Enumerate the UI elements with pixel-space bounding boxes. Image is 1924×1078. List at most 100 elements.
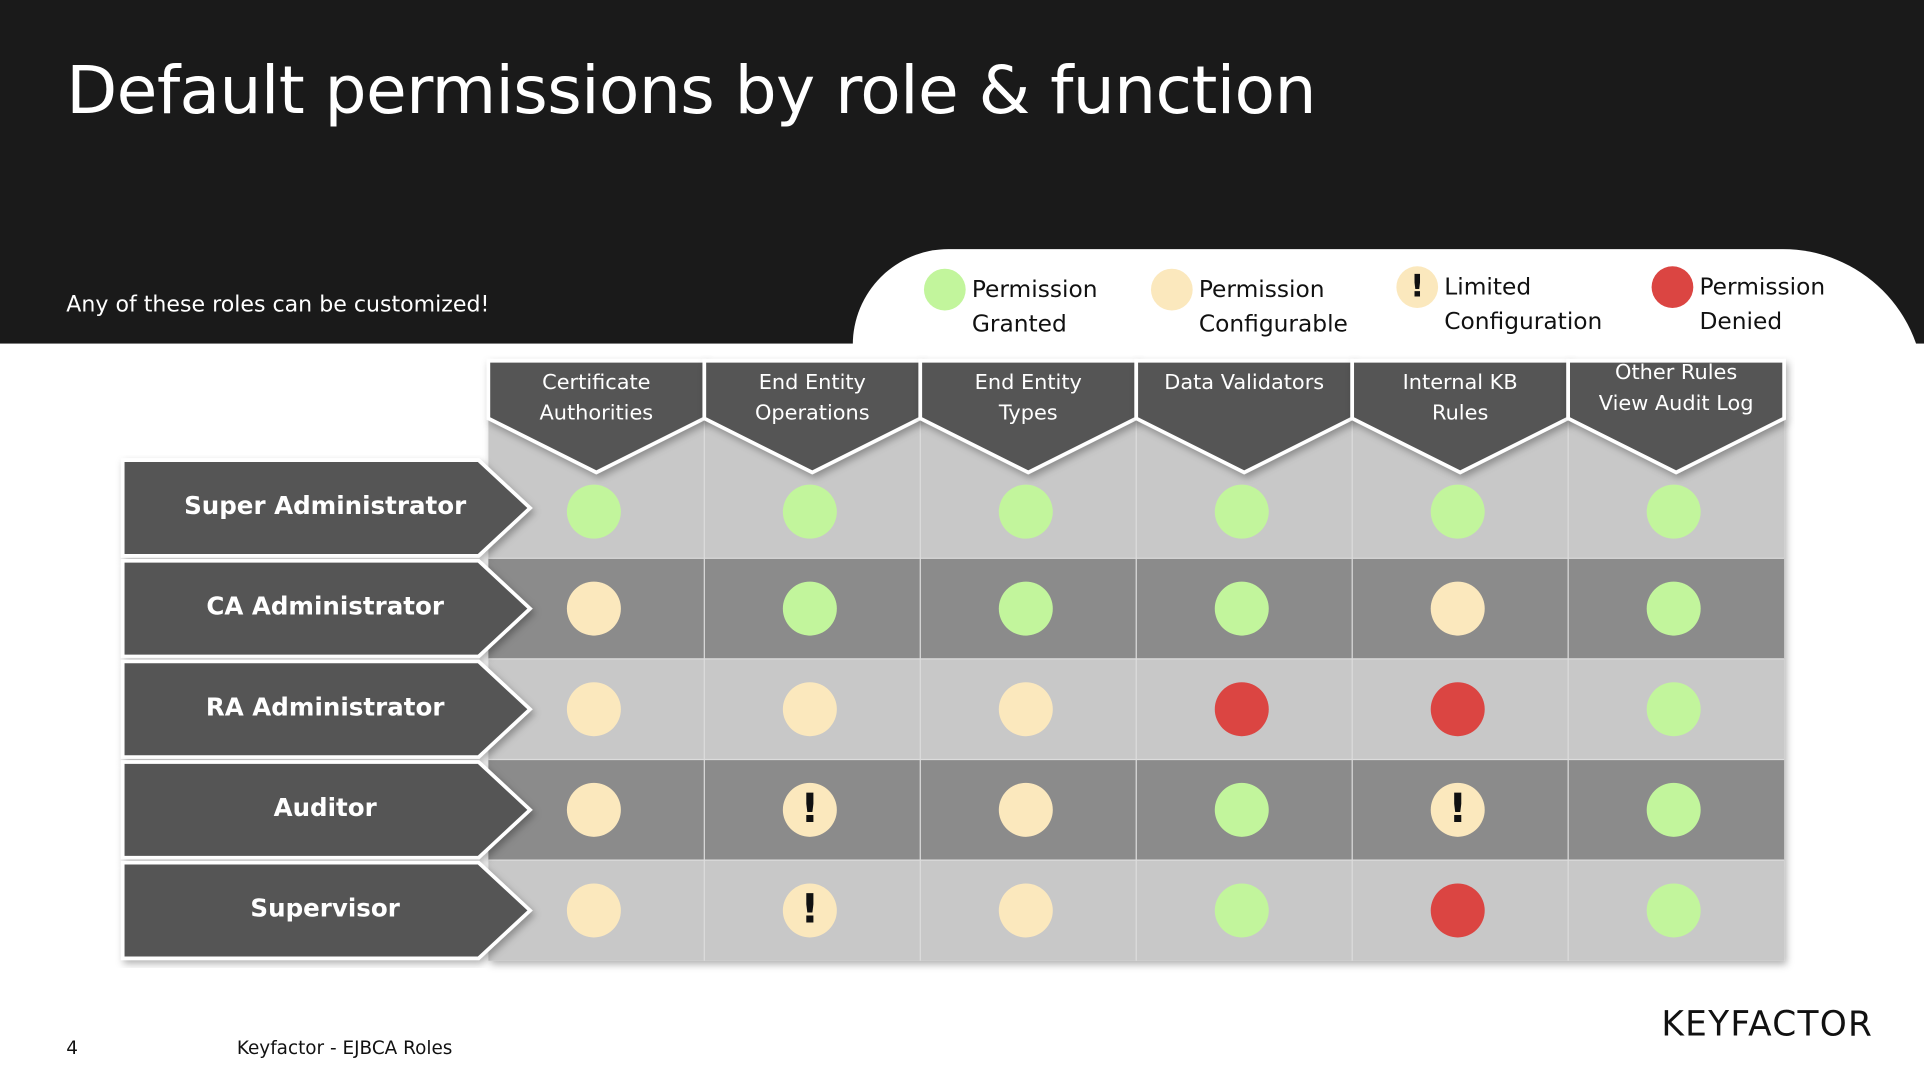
status-dot xyxy=(1150,268,1193,311)
status-icon xyxy=(1214,581,1269,636)
status-dot xyxy=(1646,581,1701,636)
status-dot xyxy=(923,268,966,311)
status-icon xyxy=(782,484,837,539)
status-dot xyxy=(782,581,837,636)
status-dot xyxy=(1646,883,1701,938)
status-icon xyxy=(1214,883,1269,938)
status-dot xyxy=(998,883,1053,938)
status-icon xyxy=(998,782,1053,837)
logo: KEYFACTOR xyxy=(1661,1003,1874,1045)
row-header xyxy=(120,760,533,860)
row-header-label: Auditor xyxy=(273,792,377,823)
column-header xyxy=(486,358,707,475)
status-dot xyxy=(1214,883,1269,938)
status-dot xyxy=(1430,883,1485,938)
status-dot xyxy=(566,782,621,837)
status-icon xyxy=(1646,682,1701,737)
column-header-label: Certificate Authorities xyxy=(539,370,654,426)
status-glyph: ! xyxy=(1410,269,1424,305)
legend-label: Permission Denied xyxy=(1699,273,1826,335)
status-dot xyxy=(782,484,837,539)
status-icon xyxy=(1214,484,1269,539)
status-icon xyxy=(1150,268,1193,311)
status-icon xyxy=(782,682,837,737)
status-icon xyxy=(566,782,621,837)
status-icon xyxy=(566,682,621,737)
row-header xyxy=(120,659,533,759)
column-header-label: Internal KB Rules xyxy=(1402,370,1518,426)
status-dot xyxy=(1214,682,1269,737)
column-header xyxy=(702,358,923,475)
column-header-label: End Entity Types xyxy=(974,370,1082,426)
status-icon xyxy=(1646,484,1701,539)
status-icon: ! xyxy=(782,782,837,837)
title: Default permissions by role & function xyxy=(66,51,1316,129)
footer-text: Keyfactor - EJBCA Roles xyxy=(236,1036,453,1059)
column-header xyxy=(918,358,1139,475)
row-header-label: RA Administrator xyxy=(205,692,445,722)
status-dot xyxy=(566,581,621,636)
status-glyph: ! xyxy=(801,885,819,933)
row-header-label: Super Administrator xyxy=(184,490,467,521)
subtitle: Any of these roles can be customized! xyxy=(66,292,490,318)
status-icon xyxy=(782,581,837,636)
status-dot xyxy=(1646,782,1701,837)
row-header-label: Supervisor xyxy=(250,893,400,923)
row-header xyxy=(120,558,533,659)
status-icon xyxy=(1646,782,1701,837)
status-icon xyxy=(1646,581,1701,636)
row-header xyxy=(120,458,533,558)
row-header-label: CA Administrator xyxy=(206,591,444,621)
status-dot xyxy=(1214,484,1269,539)
status-icon xyxy=(1430,883,1485,938)
status-icon: ! xyxy=(782,883,837,938)
status-glyph: ! xyxy=(801,784,819,832)
status-icon: ! xyxy=(1396,266,1439,308)
status-dot xyxy=(1646,682,1701,737)
status-icon xyxy=(998,484,1053,539)
status-dot xyxy=(782,682,837,737)
status-icon xyxy=(1651,266,1694,308)
status-dot xyxy=(566,484,621,539)
column-header xyxy=(1350,358,1570,475)
status-dot xyxy=(1430,484,1485,539)
status-dot xyxy=(998,581,1053,636)
status-dot xyxy=(1396,266,1439,308)
status-icon xyxy=(998,883,1053,938)
status-dot xyxy=(998,484,1053,539)
status-dot xyxy=(1430,581,1485,636)
status-icon xyxy=(566,581,621,636)
status-dot xyxy=(566,883,621,938)
status-dot xyxy=(1214,782,1269,837)
column-header xyxy=(1566,358,1786,475)
status-dot xyxy=(566,682,621,737)
column-header-label: Data Validators xyxy=(1164,370,1325,396)
status-icon xyxy=(998,682,1053,737)
column-header-label: End Entity Operations xyxy=(754,370,870,426)
status-icon xyxy=(1430,581,1485,636)
legend-label: Limited Configuration xyxy=(1444,273,1603,335)
status-dot xyxy=(1214,581,1269,636)
legend-label: Permission Configurable xyxy=(1198,276,1348,338)
column-header-label: Other Rules View Audit Log xyxy=(1598,360,1754,416)
status-dot xyxy=(1430,782,1485,837)
status-dot xyxy=(998,782,1053,837)
status-dot xyxy=(998,682,1053,737)
status-icon xyxy=(923,268,966,311)
status-dot xyxy=(782,883,837,938)
status-icon xyxy=(1646,883,1701,938)
status-dot xyxy=(1430,682,1485,737)
column-header xyxy=(1134,358,1355,475)
status-icon xyxy=(566,883,621,938)
status-icon xyxy=(1430,682,1485,737)
legend-label: Permission Granted xyxy=(971,276,1098,338)
status-icon xyxy=(566,484,621,539)
status-dot xyxy=(1646,484,1701,539)
row-header xyxy=(120,860,533,961)
status-glyph: ! xyxy=(1448,784,1466,832)
status-icon: ! xyxy=(1430,782,1485,837)
status-icon xyxy=(1214,682,1269,737)
